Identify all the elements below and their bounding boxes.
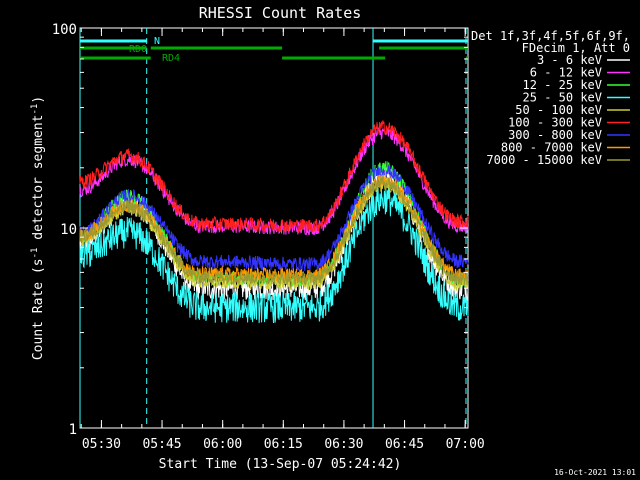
x-tick-label-6: 07:00 xyxy=(446,437,485,452)
rd4-label: RD4 xyxy=(162,53,180,64)
timestamp: 16-Oct-2021 13:01 xyxy=(554,468,636,477)
x-tick-label-5: 06:45 xyxy=(385,437,424,452)
legend-label-1: 6 - 12 keV xyxy=(530,66,602,80)
legend-label-3: 25 - 50 keV xyxy=(523,91,602,105)
night-label: N xyxy=(154,36,160,47)
data-series xyxy=(79,120,469,324)
legend-label-5: 100 - 300 keV xyxy=(508,116,602,130)
y-axis-label: Count Rate (s-1 detector segment-1) xyxy=(30,96,46,360)
chart-title: RHESSI Count Rates xyxy=(199,4,362,22)
series-line-5 xyxy=(79,120,469,234)
x-axis-label: Start Time (13-Sep-07 05:24:42) xyxy=(159,457,402,472)
y-tick-label-0: 1 xyxy=(69,422,77,438)
legend-label-7: 800 - 7000 keV xyxy=(501,141,602,155)
axes: 1 10 100 05:30 05:45 06:00 06:15 06:30 06:45 07:0… xyxy=(52,22,485,452)
x-tick-label-3: 06:15 xyxy=(264,437,303,452)
x-tick-label-0: 05:30 xyxy=(82,437,121,452)
series-line-1 xyxy=(79,126,469,236)
attenuator-bars xyxy=(80,39,468,60)
legend-header-line-2: FDecim 1, Att 0 xyxy=(522,41,630,55)
legend-label-6: 300 - 800 keV xyxy=(508,128,602,142)
legend-header-line-1: Det 1f,3f,4f,5f,6f,9f, xyxy=(471,29,630,43)
series-line-6 xyxy=(79,164,469,271)
series-line-8 xyxy=(79,175,469,286)
legend-label-2: 12 - 25 keV xyxy=(523,78,602,92)
y-tick-label-1: 10 xyxy=(60,222,77,238)
x-tick-label-1: 05:45 xyxy=(142,437,181,452)
legend-label-8: 7000 - 15000 keV xyxy=(486,153,602,167)
series-line-3 xyxy=(79,186,469,324)
rd0-label: RD0 xyxy=(129,44,147,55)
y-tick-label-2: 100 xyxy=(52,22,77,38)
x-tick-label-2: 06:00 xyxy=(203,437,242,452)
legend-label-0: 3 - 6 keV xyxy=(537,53,602,67)
x-tick-label-4: 06:30 xyxy=(324,437,363,452)
legend-label-4: 50 - 100 keV xyxy=(515,103,602,117)
